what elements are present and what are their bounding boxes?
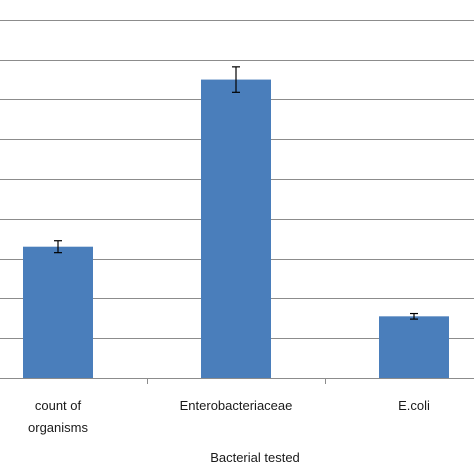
error-bars [54,66,418,320]
category-labels: count of organisms Enterobacteriaceae E.col… [28,398,430,435]
bar-1 [201,79,271,378]
category-label-1: Enterobacteriaceae [180,398,293,413]
category-label-2: E.coli [398,398,430,413]
bars [23,79,449,378]
bar-2 [379,316,449,378]
x-axis-label: Bacterial tested [210,450,300,465]
category-label-0: count of organisms [28,398,88,435]
bar-0 [23,246,93,378]
x-axis [0,378,474,384]
